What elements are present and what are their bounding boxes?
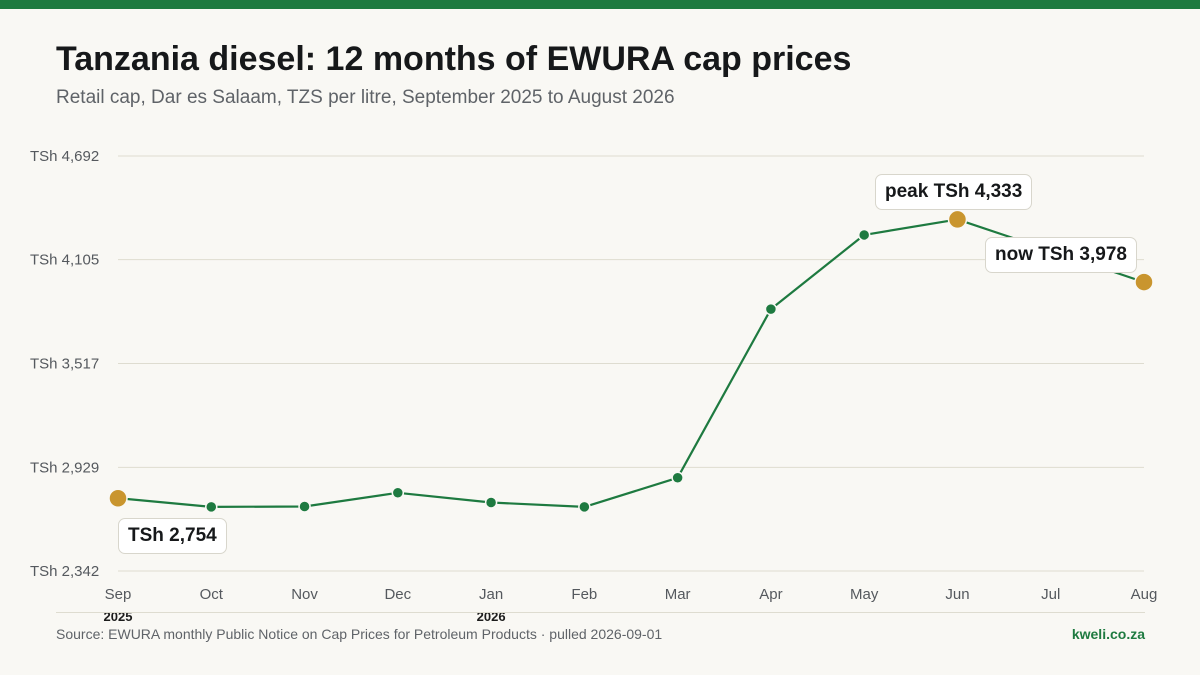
x-tick-label: Mar	[665, 586, 691, 603]
x-tick-label: Dec	[384, 586, 411, 603]
x-tick-label: Sep	[105, 586, 132, 603]
highlight-point	[108, 488, 128, 508]
x-tick-label: Oct	[200, 586, 224, 603]
footer-divider	[56, 612, 1145, 613]
highlight-point	[1134, 272, 1154, 292]
y-tick-label: TSh 2,342	[30, 563, 99, 580]
data-point	[857, 228, 871, 242]
data-point	[298, 500, 311, 513]
series-path	[117, 218, 1145, 508]
x-tick-label: Feb	[571, 586, 597, 603]
x-tick-label: Apr	[759, 586, 782, 603]
grid-lines	[118, 155, 1144, 572]
chart-subtitle: Retail cap, Dar es Salaam, TZS per litre…	[56, 87, 675, 108]
data-point	[391, 486, 405, 500]
callout-current-value: now TSh 3,978	[985, 237, 1137, 273]
y-tick-label: TSh 3,517	[30, 356, 99, 373]
series-line	[117, 218, 1145, 508]
x-axis-ticks: Sep Oct Nov Dec Jan Feb Mar Apr May Jun Jul Aug2025…	[104, 586, 1158, 624]
y-tick-label: TSh 4,692	[30, 148, 99, 165]
data-points	[108, 209, 1154, 514]
data-point	[671, 471, 684, 485]
data-point	[205, 500, 218, 514]
y-tick-label: TSh 2,929	[30, 459, 99, 476]
x-tick-label: Jun	[945, 586, 969, 603]
brand-link[interactable]: kweli.co.za	[1071, 626, 1145, 642]
x-tick-label: Nov	[291, 586, 318, 603]
x-tick-label: Jan	[479, 586, 503, 603]
highlight-point	[947, 209, 968, 230]
source-note: Source: EWURA monthly Public Notice on C…	[56, 626, 663, 642]
y-tick-label: TSh 4,105	[30, 252, 99, 269]
top-accent-bar	[0, 0, 1200, 9]
data-point	[764, 302, 778, 316]
x-tick-label: Aug	[1131, 586, 1158, 603]
y-axis-ticks: TSh 2,342 TSh 2,929 TSh 3,517 TSh 4,105 TSh …	[30, 148, 99, 580]
x-tick-label: May	[850, 586, 879, 603]
callout-start-value: TSh 2,754	[118, 518, 227, 554]
data-point	[578, 500, 591, 514]
callout-peak-value: peak TSh 4,333	[875, 174, 1033, 210]
data-point	[484, 496, 498, 509]
x-tick-label: Jul	[1041, 586, 1060, 603]
chart-title: Tanzania diesel: 12 months of EWURA cap …	[56, 40, 852, 78]
